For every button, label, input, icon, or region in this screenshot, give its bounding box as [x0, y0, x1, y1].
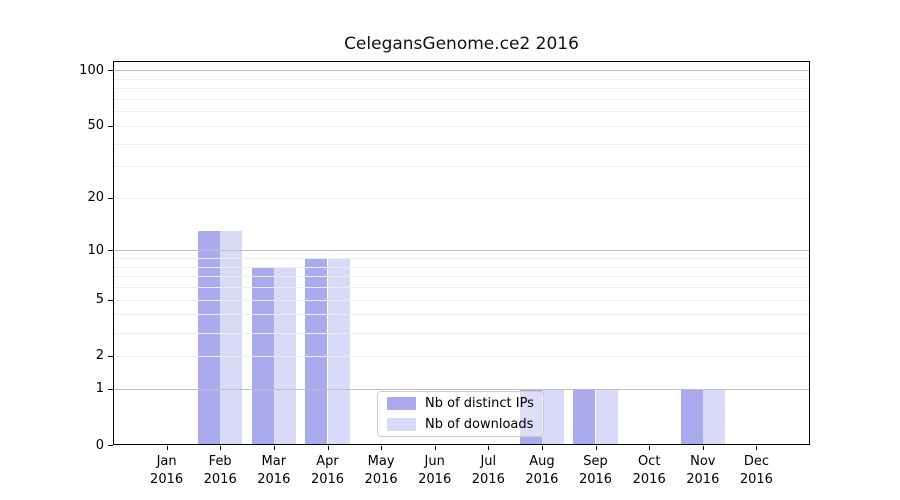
y-tick-mark — [108, 445, 113, 446]
x-tick-mark — [488, 446, 490, 450]
minor-gridline — [114, 98, 809, 100]
x-tick-mark — [273, 446, 275, 450]
y-tick-mark — [108, 388, 113, 390]
x-tick-label: Jan 2016 — [150, 454, 184, 487]
minor-gridline — [114, 332, 809, 334]
major-gridline — [114, 250, 809, 252]
minor-gridline — [114, 266, 809, 268]
x-tick-mark — [166, 446, 168, 450]
minor-gridline — [114, 276, 809, 278]
x-tick-label: Jun 2016 — [418, 454, 452, 487]
minor-gridline — [114, 143, 809, 145]
minor-gridline — [114, 125, 809, 127]
bar-sep-distinct-ips — [573, 388, 596, 445]
y-tick-label: 0 — [95, 437, 104, 453]
y-tick-label: 100 — [79, 62, 104, 78]
bar-nov-downloads — [702, 388, 726, 445]
y-tick-mark — [108, 355, 113, 357]
legend-swatch-distinct-ips — [387, 397, 416, 410]
x-tick-mark — [434, 446, 436, 450]
y-tick-label: 10 — [87, 242, 104, 258]
minor-gridline — [114, 111, 809, 113]
x-tick-label: Feb 2016 — [203, 454, 237, 487]
y-tick-label: 5 — [95, 292, 104, 307]
chart-title: CelegansGenome.ce2 2016 — [344, 34, 579, 54]
bar-mar-distinct-ips — [251, 266, 274, 445]
x-tick-label: Dec 2016 — [739, 454, 773, 487]
minor-gridline — [114, 166, 809, 168]
legend-label-distinct-ips: Nb of distinct IPs — [425, 396, 534, 411]
x-tick-mark — [220, 446, 222, 450]
legend: Nb of distinct IPs Nb of downloads — [377, 391, 544, 437]
y-tick-mark — [108, 250, 113, 252]
y-tick-mark — [108, 299, 113, 301]
bar-apr-downloads — [327, 258, 350, 445]
y-tick-label: 20 — [87, 190, 104, 206]
legend-row-downloads: Nb of downloads — [387, 417, 534, 432]
y-tick-label: 2 — [95, 348, 104, 364]
major-gridline — [114, 70, 809, 72]
bar-nov-distinct-ips — [680, 388, 703, 445]
minor-gridline — [114, 88, 809, 90]
x-tick-label: Sep 2016 — [578, 454, 613, 487]
y-tick-mark — [108, 70, 113, 72]
bar-mar-downloads — [273, 266, 297, 445]
x-tick-mark — [702, 446, 704, 450]
bar-sep-downloads — [595, 388, 618, 445]
bar-feb-distinct-ips — [197, 230, 221, 445]
bar-aug-downloads — [541, 388, 565, 445]
minor-gridline — [114, 314, 809, 316]
y-tick-label: 1 — [95, 381, 104, 397]
y-tick-mark — [108, 125, 113, 127]
x-tick-label: Mar 2016 — [257, 454, 291, 487]
minor-gridline — [114, 197, 809, 199]
major-gridline — [114, 388, 809, 390]
x-tick-label: Jul 2016 — [471, 454, 505, 487]
x-tick-mark — [649, 446, 651, 450]
legend-row-distinct-ips: Nb of distinct IPs — [387, 396, 534, 411]
y-tick-label: 50 — [87, 118, 104, 134]
plot-area: Nb of distinct IPs Nb of downloads — [113, 61, 810, 445]
x-tick-mark — [327, 446, 329, 450]
legend-swatch-downloads — [387, 418, 416, 431]
bar-feb-downloads — [220, 230, 243, 445]
bar-apr-distinct-ips — [305, 258, 328, 445]
x-tick-label: Aug 2016 — [525, 454, 559, 487]
x-tick-label: Apr 2016 — [310, 454, 345, 487]
minor-gridline — [114, 287, 809, 288]
x-tick-label: May 2016 — [364, 454, 398, 487]
y-tick-mark — [108, 197, 113, 199]
legend-label-downloads: Nb of downloads — [425, 417, 534, 432]
x-tick-label: Nov 2016 — [686, 454, 720, 487]
x-tick-mark — [381, 446, 383, 450]
minor-gridline — [114, 355, 809, 357]
minor-gridline — [114, 258, 809, 260]
x-tick-mark — [756, 446, 758, 450]
x-tick-mark — [595, 446, 597, 450]
minor-gridline — [114, 78, 809, 80]
x-tick-label: Oct 2016 — [632, 454, 666, 487]
minor-gridline — [114, 299, 809, 301]
x-tick-mark — [541, 446, 543, 450]
